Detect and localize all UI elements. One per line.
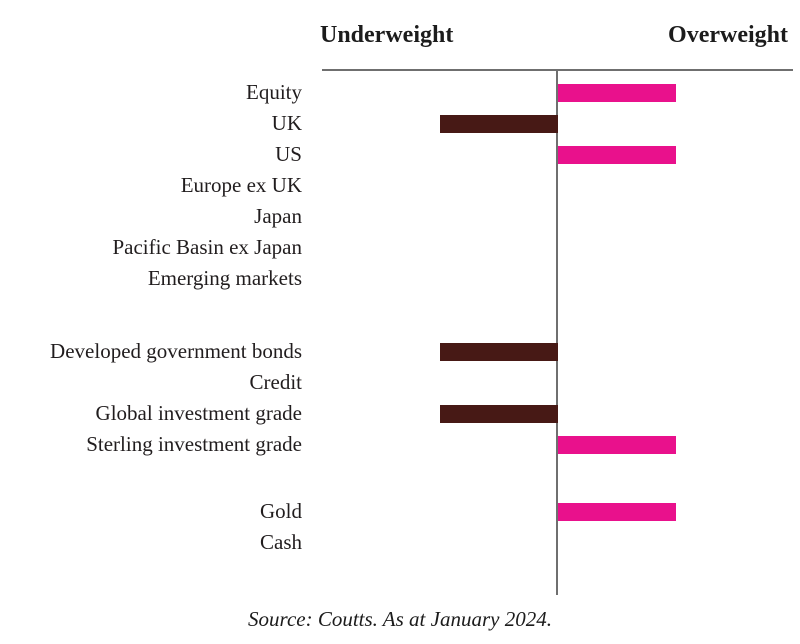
overweight-bar — [558, 145, 676, 164]
chart-row-equities-5: Pacific Basin ex Japan — [0, 232, 793, 263]
row-label: Cash — [260, 530, 302, 554]
row-label: Japan — [254, 204, 302, 228]
overweight-header: Overweight — [668, 22, 788, 48]
row-plot-cell — [322, 398, 793, 429]
underweight-bar — [440, 404, 558, 423]
row-label: Gold — [260, 499, 302, 523]
row-label: UK — [271, 111, 302, 135]
row-plot-cell — [322, 232, 793, 263]
row-label: Equity — [246, 80, 302, 104]
chart-row-equities-6: Emerging markets — [0, 263, 793, 294]
underweight-bar — [440, 342, 558, 361]
chart-row-fixed-income-0: Developed government bonds — [0, 336, 793, 367]
underweight-header: Underweight — [320, 22, 454, 48]
overweight-bar — [558, 502, 676, 521]
group-gap — [0, 460, 793, 496]
chart-row-equities-0: Equity — [0, 77, 793, 108]
underweight-bar — [440, 114, 558, 133]
row-label: Europe ex UK — [180, 173, 302, 197]
row-plot-cell — [322, 429, 793, 460]
chart-row-equities-1: UK — [0, 108, 793, 139]
row-plot-cell — [322, 527, 793, 558]
row-label: Sterling investment grade — [86, 432, 302, 456]
source-note: Source: Coutts. As at January 2024. — [248, 607, 552, 631]
row-plot-cell — [322, 77, 793, 108]
row-plot-cell — [322, 108, 793, 139]
chart-row-equities-4: Japan — [0, 201, 793, 232]
row-plot-cell — [322, 170, 793, 201]
overweight-bar — [558, 435, 676, 454]
overweight-bar — [558, 83, 676, 102]
row-label: US — [275, 142, 302, 166]
row-plot-cell — [322, 367, 793, 398]
group-gap — [0, 294, 793, 336]
axis-center-line — [556, 69, 558, 595]
row-label: Emerging markets — [147, 266, 302, 290]
chart-row-fixed-income-3: Sterling investment grade — [0, 429, 793, 460]
chart-row-fixed-income-1: Credit — [0, 367, 793, 398]
row-plot-cell — [322, 201, 793, 232]
row-label: Global investment grade — [95, 401, 302, 425]
row-plot-cell — [322, 496, 793, 527]
row-label: Credit — [249, 370, 303, 394]
chart-rows: Equity UK US Europe ex UK Japan Pacific Basin… — [0, 77, 793, 558]
chart-row-other-assets-0: Gold — [0, 496, 793, 527]
chart-row-equities-2: US — [0, 139, 793, 170]
row-label: Pacific Basin ex Japan — [112, 235, 302, 259]
chart-row-fixed-income-2: Global investment grade — [0, 398, 793, 429]
row-plot-cell — [322, 263, 793, 294]
chart-row-equities-3: Europe ex UK — [0, 170, 793, 201]
row-plot-cell — [322, 336, 793, 367]
row-label: Developed government bonds — [50, 339, 302, 363]
row-plot-cell — [322, 139, 793, 170]
chart-row-other-assets-1: Cash — [0, 527, 793, 558]
